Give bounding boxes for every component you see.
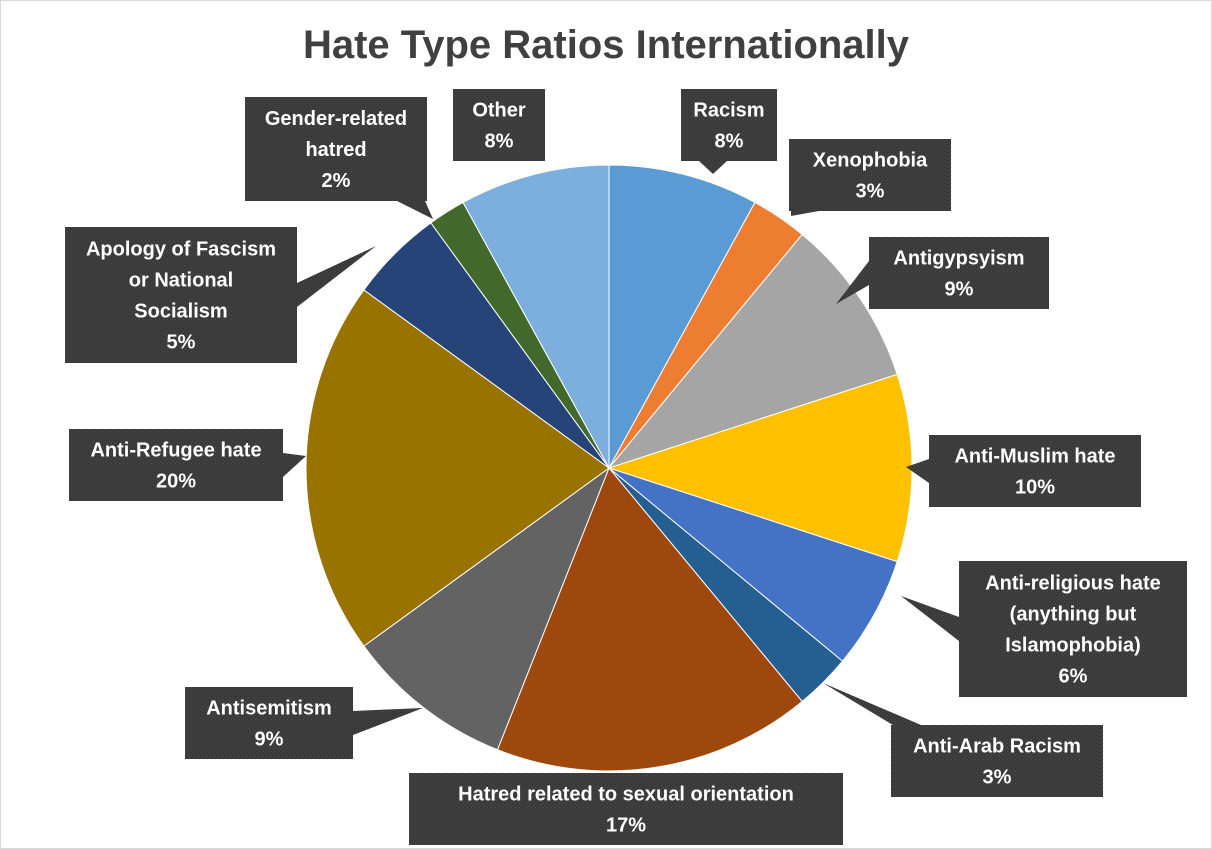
data-label-category: Antisemitism: [206, 698, 332, 720]
callout-box: [453, 89, 545, 161]
callout-box: [69, 429, 283, 501]
data-label-value: 5%: [167, 332, 196, 354]
callout-pointer: [823, 683, 921, 725]
pie-slice-other: [462, 164, 610, 469]
data-label-value: 6%: [1059, 666, 1088, 688]
data-label-apology-of-fascism-or-national-socialism: Apology of Fascism or National Socialism 5%: [65, 227, 376, 363]
data-label-value: 3%: [983, 767, 1012, 789]
callout-box: [65, 227, 297, 363]
data-label-racism: Racism 8%: [681, 89, 777, 174]
data-label-anti-arab-racism: Anti-Arab Racism 3%: [823, 683, 1103, 797]
data-label-category: or National: [129, 270, 233, 292]
data-label-other: Other 8%: [453, 89, 545, 161]
data-label-category: Racism: [693, 100, 764, 122]
callout-box: [185, 687, 353, 759]
data-label-value: 9%: [255, 729, 284, 751]
data-label-xenophobia: Xenophobia 3%: [789, 139, 951, 216]
data-label-category: Apology of Fascism: [86, 239, 276, 261]
data-label-hatred-related-to-sexual-orientation: Hatred related to sexual orientation 17%: [409, 773, 843, 845]
callout-pointer: [699, 161, 727, 174]
data-label-value: 10%: [1015, 477, 1055, 499]
pie-slice-antigypsyism: [607, 233, 898, 470]
chart-title: Hate Type Ratios Internationally: [302, 23, 910, 67]
data-label-callouts: Racism 8% Xenophobia 3% Antigypsyism 9% Anti-M…: [65, 89, 1187, 845]
data-label-category: Anti-Muslim hate: [954, 446, 1115, 468]
callout-pointer: [901, 596, 959, 641]
callout-pointer: [353, 708, 423, 735]
data-label-anti-muslim-hate: Anti-Muslim hate 10%: [906, 435, 1141, 507]
callout-box: [891, 725, 1103, 797]
pie-slice-antisemitism: [363, 466, 611, 751]
data-label-category: Xenophobia: [813, 150, 928, 172]
callout-box: [245, 97, 427, 201]
pie-slice-hatred-related-to-sexual-orientation: [496, 467, 803, 772]
callout-pointer: [283, 453, 306, 477]
data-label-gender-related-hatred: Gender-related hatred 2%: [245, 97, 433, 219]
data-label-category: Antigypsyism: [893, 248, 1024, 270]
data-label-category: Hatred related to sexual orientation: [458, 784, 794, 806]
data-label-value: 8%: [715, 131, 744, 153]
data-label-category: Anti-Refugee hate: [90, 440, 261, 462]
data-label-antigypsyism: Antigypsyism 9%: [836, 237, 1049, 309]
pie-slices: [305, 164, 913, 772]
data-label-anti-refugee-hate: Anti-Refugee hate 20%: [69, 429, 306, 501]
pie-slice-racism: [608, 164, 756, 469]
data-label-category: Socialism: [134, 301, 227, 323]
callout-box: [959, 561, 1187, 697]
data-label-value: 20%: [156, 471, 196, 493]
data-label-category: Islamophobia): [1005, 635, 1141, 657]
callout-box: [789, 139, 951, 211]
callout-pointer: [397, 201, 433, 219]
data-label-antisemitism: Antisemitism 9%: [185, 687, 423, 759]
data-label-category: Anti-religious hate: [985, 573, 1161, 595]
data-label-anti-religious-hate-anything-but-islamophobia: Anti-religious hate (anything but Islamoph…: [901, 561, 1187, 697]
callout-pointer: [791, 211, 819, 216]
callout-box: [409, 773, 843, 845]
data-label-category: Anti-Arab Racism: [913, 736, 1081, 758]
data-label-category: Other: [472, 100, 526, 122]
callout-pointer: [906, 459, 929, 483]
callout-pointer: [836, 261, 869, 304]
data-label-value: 17%: [606, 815, 646, 837]
data-label-value: 8%: [485, 131, 514, 153]
pie-slice-anti-refugee-hate: [305, 289, 610, 647]
callout-pointer: [297, 246, 376, 307]
callout-box: [869, 237, 1049, 309]
data-label-category: hatred: [305, 139, 366, 161]
callout-box: [929, 435, 1141, 507]
data-label-value: 2%: [322, 170, 351, 192]
data-label-value: 9%: [945, 279, 974, 301]
data-label-category: Gender-related: [265, 108, 407, 130]
data-label-category: (anything but: [1010, 604, 1137, 626]
data-label-value: 3%: [856, 181, 885, 203]
callout-box: [681, 89, 777, 161]
